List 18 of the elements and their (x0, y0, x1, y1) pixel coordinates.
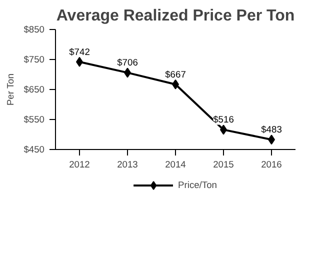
chart-title: Average Realized Price Per Ton (56, 8, 295, 24)
y-tick-label: $450 (24, 144, 45, 154)
data-label: $483 (261, 124, 282, 135)
y-tick-label: $850 (24, 24, 45, 34)
data-label: $516 (213, 114, 234, 125)
x-tick-label: 2016 (261, 160, 282, 170)
y-tick-label: $750 (24, 54, 45, 64)
data-label: $667 (165, 69, 186, 80)
data-label: $706 (117, 58, 138, 68)
legend-label: Price/Ton (178, 180, 217, 190)
x-tick-label: 2015 (213, 160, 234, 170)
y-tick-label: $650 (24, 84, 45, 94)
x-tick-label: 2013 (117, 160, 138, 170)
data-label: $742 (69, 46, 90, 57)
y-axis-title: Per Ton (6, 74, 16, 106)
x-tick-label: 2014 (165, 160, 186, 170)
x-tick-label: 2012 (69, 160, 90, 170)
y-tick-label: $550 (24, 114, 45, 124)
